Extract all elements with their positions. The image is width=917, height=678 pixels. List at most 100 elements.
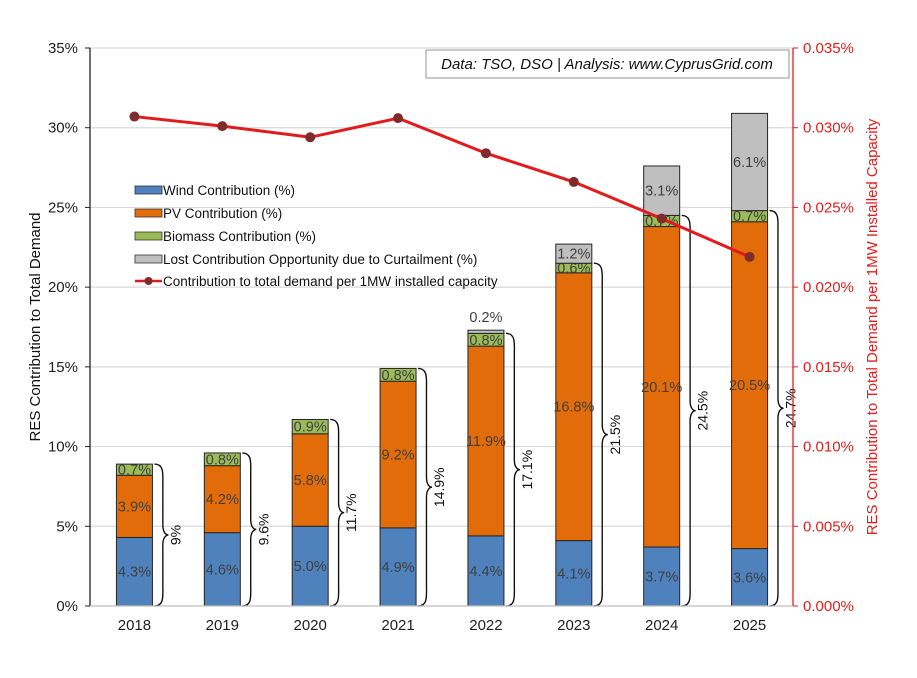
bar-wind-2023 xyxy=(555,540,593,607)
line-point-2023 xyxy=(568,176,579,187)
x-tick-label-2021: 2021 xyxy=(381,617,414,634)
line-point-2021 xyxy=(393,113,404,124)
bar-label-biomass-2025: 0.7% xyxy=(733,209,766,225)
bar-label-pv-2020: 5.8% xyxy=(294,473,327,489)
line-point-2019 xyxy=(217,121,228,132)
tick-label-right: 0.000% xyxy=(803,598,854,615)
total-label-2020: 11.7% xyxy=(343,493,359,532)
bar-label-pv-2018: 3.9% xyxy=(118,499,151,515)
bar-label-pv-2019: 4.2% xyxy=(206,492,239,508)
total-label-2021: 14.9% xyxy=(431,467,447,507)
y-axis-title-right: RES Contribution to Total Demand per 1MW… xyxy=(864,118,881,535)
x-tick-label-2019: 2019 xyxy=(206,617,239,634)
brace-2024 xyxy=(681,214,696,607)
tick-label-right: 0.030% xyxy=(803,120,854,137)
bar-wind-2022 xyxy=(467,535,505,607)
tick-label-right: 0.005% xyxy=(803,518,854,535)
bar-pv-2018 xyxy=(115,474,153,538)
bar-label-wind-2021: 4.9% xyxy=(382,560,415,576)
bar-label-curtail-2024: 3.1% xyxy=(645,184,678,200)
bar-pv-2020 xyxy=(291,433,329,527)
bar-label-biomass-2022: 0.8% xyxy=(469,333,502,349)
x-tick-label-2025: 2025 xyxy=(733,617,766,634)
bar-label-wind-2024: 3.7% xyxy=(645,570,678,586)
bar-curtail-2024 xyxy=(643,165,681,216)
bar-label-pv-2024: 20.1% xyxy=(641,380,682,396)
line-point-2018 xyxy=(129,111,140,122)
x-tick-label-2022: 2022 xyxy=(469,617,502,634)
svg-text:PV Contribution (%): PV Contribution (%) xyxy=(163,206,282,221)
tick-label-left: 30% xyxy=(48,120,78,137)
x-tick-label-2024: 2024 xyxy=(645,617,678,634)
brace-2022 xyxy=(505,332,521,607)
bar-pv-2022 xyxy=(467,345,505,537)
legend-swatch-biomass xyxy=(134,231,163,241)
bar-label-pv-2025: 20.5% xyxy=(729,378,770,394)
brace-2019 xyxy=(242,452,257,607)
brace-2021 xyxy=(417,367,433,607)
line-point-2022 xyxy=(480,148,491,159)
source-annotation: Data: TSO, DSO | Analysis: www.CyprusGri… xyxy=(425,49,790,79)
bar-label-biomass-2023: 0.6% xyxy=(557,261,590,277)
bar-label-curtail-2023: 1.2% xyxy=(557,247,590,263)
total-label-2022: 17.1% xyxy=(519,450,535,490)
bar-label-pv-2022: 11.9% xyxy=(466,434,506,450)
bar-wind-2024 xyxy=(643,546,681,607)
bar-label-pv-2021: 9.2% xyxy=(382,448,415,464)
brace-2018 xyxy=(154,463,169,607)
x-tick-label-2018: 2018 xyxy=(118,617,151,634)
legend-swatch-pv xyxy=(134,208,163,218)
tick-label-right: 0.025% xyxy=(803,199,854,216)
bar-label-wind-2020: 5.0% xyxy=(294,559,327,575)
legend-swatch-curtailment xyxy=(134,254,163,264)
bar-biomass-2019 xyxy=(203,452,241,467)
tick-label-left: 0% xyxy=(56,598,78,615)
total-label-2024: 24.5% xyxy=(695,391,711,431)
tick-label-right: 0.015% xyxy=(803,359,854,376)
total-label-2023: 21.5% xyxy=(607,415,623,455)
bar-label-biomass-2021: 0.8% xyxy=(382,368,415,384)
tick-label-left: 25% xyxy=(48,199,78,216)
tick-label-left: 15% xyxy=(48,359,78,376)
x-tick-label-2020: 2020 xyxy=(294,617,327,634)
bar-label-biomass-2019: 0.8% xyxy=(206,452,239,468)
bar-curtail-2023 xyxy=(555,243,593,264)
svg-text:Lost Contribution Opportunity: Lost Contribution Opportunity due to Cur… xyxy=(163,252,477,267)
tick-label-left: 20% xyxy=(48,279,78,296)
bar-pv-2021 xyxy=(379,380,417,529)
bar-label-biomass-2020: 0.9% xyxy=(294,420,327,436)
bar-label-curtail-2022: 0.2% xyxy=(469,310,502,326)
legend-line-marker xyxy=(144,277,153,285)
legend-item-wind: Wind Contribution (%) xyxy=(134,183,295,198)
bar-curtail-2022 xyxy=(467,329,505,334)
bar-biomass-2018 xyxy=(115,463,153,476)
tick-label-left: 10% xyxy=(48,439,78,456)
source-text: Data: TSO, DSO | Analysis: www.CyprusGri… xyxy=(441,56,773,73)
svg-text:Contribution to total demand p: Contribution to total demand per 1MW ins… xyxy=(163,274,498,289)
brace-2020 xyxy=(330,418,345,607)
legend-item-curtailment: Lost Contribution Opportunity due to Cur… xyxy=(134,252,477,267)
bar-pv-2019 xyxy=(203,465,241,534)
total-braces: 9% 9.6% 11.7% 14.9% 17.1% 21.5% 24.5% 24.7% xyxy=(154,209,799,607)
legend-item-biomass: Biomass Contribution (%) xyxy=(134,229,316,244)
line-point-2025 xyxy=(744,251,755,262)
bar-label-wind-2023: 4.1% xyxy=(557,566,590,582)
legend: Wind Contribution (%) PV Contribution (%… xyxy=(134,183,498,289)
svg-text:Biomass Contribution (%): Biomass Contribution (%) xyxy=(163,229,316,244)
line-path xyxy=(134,115,751,259)
bar-pv-2024 xyxy=(643,226,681,548)
y-axis-title-left: RES Contribution to Total Demand xyxy=(27,212,44,441)
tick-label-left: 35% xyxy=(48,40,78,57)
tick-label-right: 0.020% xyxy=(803,279,854,296)
bar-label-wind-2022: 4.4% xyxy=(469,564,502,580)
total-label-2025: 24.7% xyxy=(783,388,799,428)
bar-label-wind-2019: 4.6% xyxy=(206,562,239,578)
axes: 0% 0.000% 5% 0.005% 10% 0.010% 15% 0.015% 20% 0.0… xyxy=(48,40,854,634)
svg-text:Wind Contribution (%): Wind Contribution (%) xyxy=(163,183,295,198)
legend-item-pv: PV Contribution (%) xyxy=(134,206,282,221)
bar-label-curtail-2025: 6.1% xyxy=(733,155,766,171)
gridlines xyxy=(90,47,793,527)
tick-label-right: 0.010% xyxy=(803,439,854,456)
bar-label-biomass-2018: 0.7% xyxy=(118,463,151,479)
